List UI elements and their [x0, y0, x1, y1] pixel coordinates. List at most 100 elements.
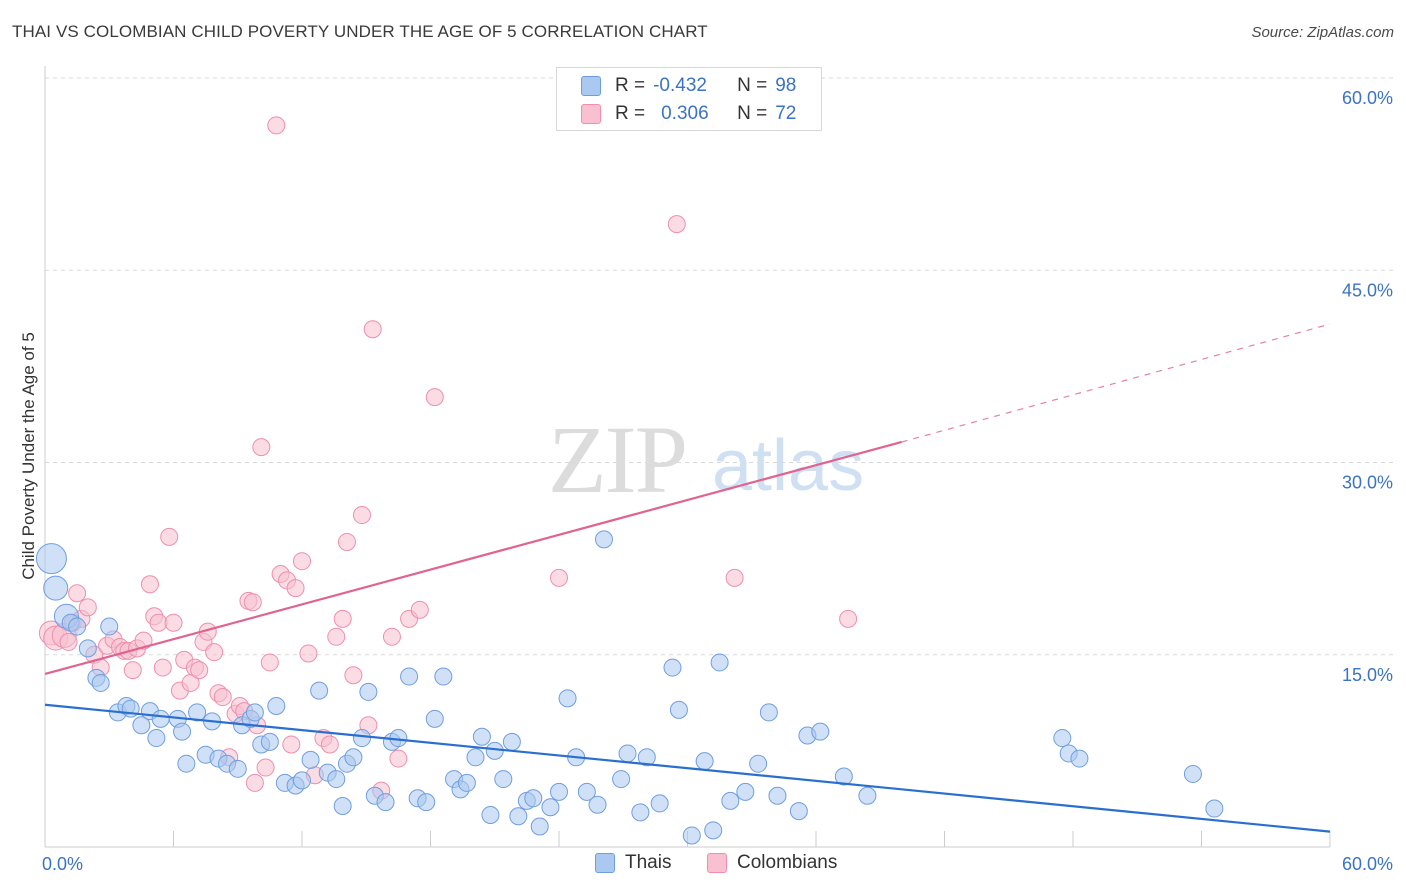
legend-item-colombians[interactable]: Colombians	[707, 852, 837, 874]
colombian-point	[282, 735, 301, 754]
thai-point	[1183, 764, 1202, 783]
colombian-point	[252, 438, 271, 457]
thai-point	[834, 767, 853, 786]
thai-point	[466, 748, 485, 767]
thai-point	[481, 805, 500, 824]
thai-point	[245, 703, 264, 722]
thai-point	[524, 789, 543, 808]
colombian-point	[320, 735, 339, 754]
thai-point	[577, 782, 596, 801]
legend-n-label: N =	[737, 75, 768, 96]
legend-r-label: R =	[615, 103, 646, 124]
series-legend: Thais Colombians	[0, 852, 1406, 878]
thai-point	[1070, 749, 1089, 768]
thais-swatch	[581, 76, 601, 96]
thai-point	[811, 722, 830, 741]
thai-point	[417, 793, 436, 812]
colombian-point	[160, 527, 179, 546]
chart-title: THAI VS COLOMBIAN CHILD POVERTY UNDER TH…	[12, 22, 708, 41]
thai-point	[327, 770, 346, 789]
thai-point	[359, 682, 378, 701]
colombian-point	[839, 609, 858, 628]
legend-r-value: 0.306	[661, 103, 709, 124]
thai-point	[228, 759, 247, 778]
thai-point	[631, 803, 650, 822]
thai-point	[147, 729, 166, 748]
thai-point	[588, 795, 607, 814]
thai-point	[669, 700, 688, 719]
thais-legend-label: Thais	[625, 852, 672, 873]
colombian-point	[245, 773, 264, 792]
thai-point	[1205, 799, 1224, 818]
thai-point	[100, 617, 119, 636]
watermark-zip: ZIP	[548, 406, 686, 513]
thai-point	[594, 530, 613, 549]
y-tick-labels: 15.0% 30.0% 45.0% 60.0%	[1342, 88, 1393, 685]
y-tick-label: 30.0%	[1342, 473, 1393, 493]
thai-point	[637, 748, 656, 767]
thai-point	[434, 667, 453, 686]
thai-point	[612, 770, 631, 789]
colombian-point	[389, 749, 408, 768]
thai-point	[663, 658, 682, 677]
thai-point	[768, 786, 787, 805]
thais-legend-swatch	[595, 853, 615, 873]
colombian-point	[59, 632, 78, 651]
y-tick-label: 45.0%	[1342, 280, 1393, 300]
thai-point	[494, 770, 513, 789]
legend-row-colombians: R = 0.306 N = 72	[581, 102, 796, 126]
colombian-point	[344, 666, 363, 685]
thai-point	[789, 802, 808, 821]
thai-point	[344, 748, 363, 767]
thai-point	[400, 667, 419, 686]
thai-point	[78, 639, 97, 658]
legend-r-label: R =	[615, 75, 646, 96]
thai-point	[736, 782, 755, 801]
y-axis-label: Child Poverty Under the Age of 5	[19, 332, 38, 580]
colombian-point	[293, 552, 311, 571]
thai-point	[43, 575, 69, 601]
colombians-trend-line	[44, 440, 902, 676]
colombian-point	[68, 584, 87, 603]
legend-r-value: -0.432	[653, 75, 707, 96]
colombians-trend-extension	[901, 323, 1331, 443]
thais-trend-line	[44, 703, 1331, 833]
colombian-point	[267, 116, 286, 135]
colombian-point	[286, 579, 305, 598]
thai-point	[457, 773, 476, 792]
thai-point	[509, 807, 528, 826]
colombian-point	[134, 631, 153, 650]
thai-point	[267, 697, 286, 716]
watermark-atlas: atlas	[712, 426, 864, 506]
thai-point	[333, 796, 352, 815]
thai-point	[485, 741, 504, 760]
legend-n-value: 98	[775, 75, 797, 96]
colombians-points	[38, 116, 858, 800]
thai-point	[91, 673, 110, 692]
thai-point	[1053, 729, 1072, 748]
y-tick-label: 60.0%	[1342, 88, 1393, 108]
colombian-point	[213, 688, 232, 707]
x-tick-label: 0.0%	[42, 854, 83, 874]
watermark: ZIP atlas	[548, 406, 864, 513]
colombian-point	[164, 613, 183, 632]
thai-point	[310, 681, 329, 700]
colombian-point	[260, 653, 279, 672]
colombian-point	[363, 320, 382, 339]
legend-item-thais[interactable]: Thais	[595, 852, 671, 874]
colombian-point	[327, 627, 346, 646]
colombian-point	[140, 575, 159, 594]
colombian-point	[153, 658, 172, 677]
colombian-point	[337, 532, 356, 551]
thai-point	[173, 722, 192, 741]
colombian-point	[299, 644, 318, 663]
thai-point	[177, 754, 196, 773]
thai-point	[618, 744, 637, 763]
thai-point	[68, 617, 87, 636]
colombian-point	[382, 627, 401, 646]
colombians-legend-label: Colombians	[737, 852, 838, 873]
x-tick-label: 60.0%	[1342, 854, 1393, 874]
thai-point	[759, 703, 778, 722]
colombian-point	[352, 506, 371, 525]
